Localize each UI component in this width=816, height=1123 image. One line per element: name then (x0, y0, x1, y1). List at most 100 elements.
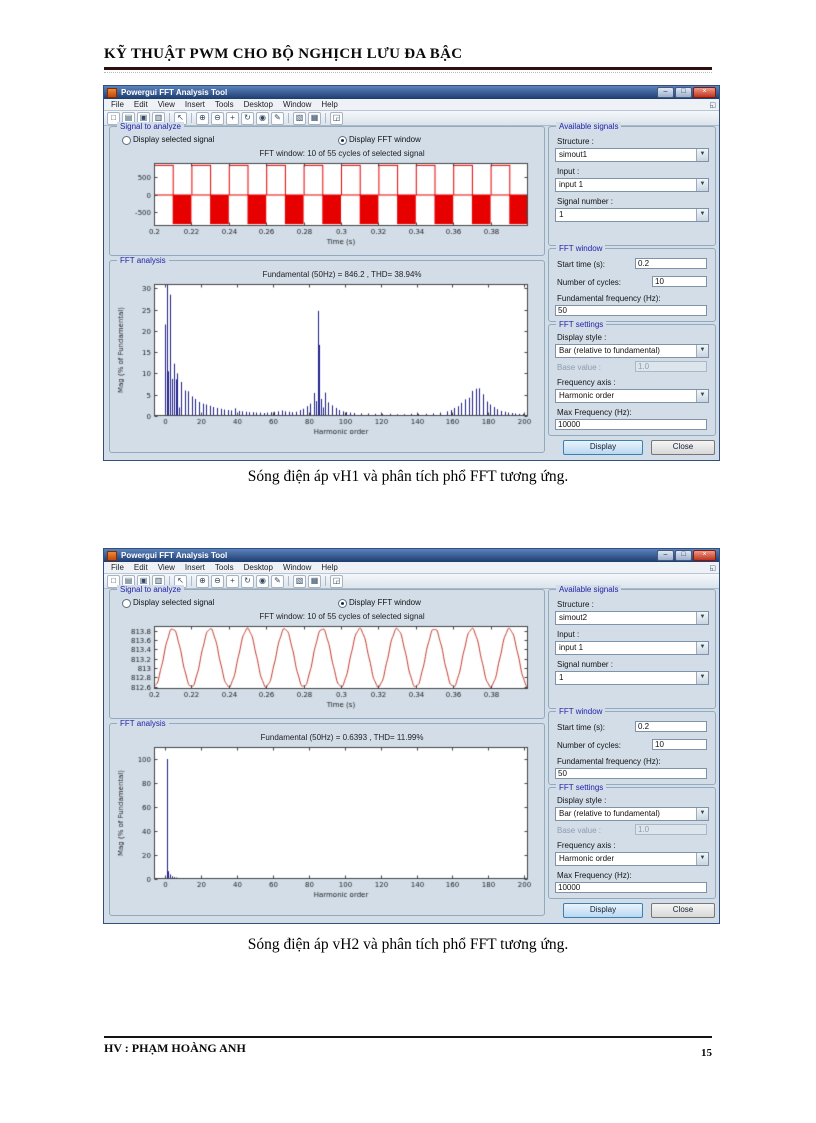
menu-tools[interactable]: Tools (214, 100, 234, 109)
page-title: KỸ THUẬT PWM CHO BỘ NGHỊCH LƯU ĐA BẬC (104, 46, 463, 62)
start-time-input[interactable] (635, 721, 707, 732)
fft-settings-panel: FFT settings Display style : Bar (relati… (548, 320, 716, 436)
dock-figure-icon[interactable]: ◱ (709, 564, 716, 572)
pan-icon[interactable]: + (226, 574, 239, 588)
toolbar-separator (169, 113, 170, 123)
brush-icon[interactable]: ✎ (271, 111, 284, 125)
figure-caption-1: Sóng điện áp vH1 và phân tích phổ FFT tư… (247, 468, 569, 485)
data-cursor-icon[interactable]: ◉ (256, 111, 269, 125)
menu-view[interactable]: View (157, 563, 175, 572)
colorbar-icon[interactable]: ▧ (293, 574, 306, 588)
panel-label: Signal to analyze (117, 122, 184, 131)
cycles-input[interactable] (652, 276, 707, 287)
radio-display-fft-window[interactable] (338, 136, 347, 145)
menu-edit[interactable]: Edit (133, 563, 148, 572)
structure-select[interactable]: simout2 ▼ (555, 611, 709, 625)
close-icon[interactable]: × (693, 550, 716, 561)
max-frequency-input[interactable] (555, 419, 707, 430)
frequency-axis-select[interactable]: Harmonic order ▼ (555, 852, 709, 866)
pan-icon[interactable]: + (226, 111, 239, 125)
window-titlebar[interactable]: Powergui FFT Analysis Tool – □ × (104, 86, 719, 99)
menu-file[interactable]: File (111, 100, 124, 109)
menu-desktop[interactable]: Desktop (243, 563, 273, 572)
radio-display-fft-window[interactable] (338, 599, 347, 608)
cycles-input[interactable] (652, 739, 707, 750)
input-select[interactable]: input 1 ▼ (555, 641, 709, 655)
frequency-axis-select[interactable]: Harmonic order ▼ (555, 389, 709, 403)
display-button[interactable]: Display (563, 903, 643, 918)
fft-settings-panel: FFT settings Display style : Bar (relati… (548, 783, 716, 899)
minimize-icon[interactable]: – (657, 550, 674, 561)
radio-row: Display selected signal Display FFT wind… (110, 135, 544, 145)
chevron-down-icon: ▼ (696, 808, 708, 820)
zoom-in-icon[interactable]: ⊕ (196, 111, 209, 125)
dock-icon[interactable]: ◲ (330, 111, 343, 125)
legend-icon[interactable]: ▦ (308, 574, 321, 588)
rotate-icon[interactable]: ↻ (241, 574, 254, 588)
menu-tools[interactable]: Tools (214, 563, 234, 572)
open-file-icon[interactable]: ▤ (122, 574, 135, 588)
panel-label: FFT window (556, 244, 606, 253)
zoom-out-icon[interactable]: ⊖ (211, 111, 224, 125)
menu-desktop[interactable]: Desktop (243, 100, 273, 109)
display-style-label: Display style : (557, 796, 607, 805)
chevron-down-icon: ▼ (696, 642, 708, 654)
display-style-select[interactable]: Bar (relative to fundamental) ▼ (555, 344, 709, 358)
menu-view[interactable]: View (157, 100, 175, 109)
zoom-out-icon[interactable]: ⊖ (211, 574, 224, 588)
menu-bar: File Edit View Insert Tools Desktop Wind… (104, 99, 719, 111)
available-signals-panel: Available signals Structure : simout1 ▼ … (548, 122, 716, 246)
menu-bar: File Edit View Insert Tools Desktop Wind… (104, 562, 719, 574)
base-value-label: Base value : (557, 363, 602, 372)
frequency-axis-label: Frequency axis : (557, 378, 616, 387)
radio-display-selected-signal[interactable] (122, 136, 131, 145)
signal-number-select[interactable]: 1 ▼ (555, 671, 709, 685)
menu-window[interactable]: Window (282, 100, 312, 109)
max-frequency-label: Max Frequency (Hz): (557, 871, 632, 880)
maximize-icon[interactable]: □ (675, 550, 692, 561)
panel-label: Signal to analyze (117, 585, 184, 594)
menu-help[interactable]: Help (321, 563, 338, 572)
window-titlebar[interactable]: Powergui FFT Analysis Tool – □ × (104, 549, 719, 562)
toolbar-separator (288, 113, 289, 123)
available-signals-panel: Available signals Structure : simout2 ▼ … (548, 585, 716, 709)
panel-label: Available signals (556, 122, 622, 131)
minimize-icon[interactable]: – (657, 87, 674, 98)
input-select[interactable]: input 1 ▼ (555, 178, 709, 192)
menu-edit[interactable]: Edit (133, 100, 148, 109)
dock-figure-icon[interactable]: ◱ (709, 101, 716, 109)
dock-icon[interactable]: ◲ (330, 574, 343, 588)
signal-plot-canvas (114, 160, 538, 252)
start-time-input[interactable] (635, 258, 707, 269)
structure-select[interactable]: simout1 ▼ (555, 148, 709, 162)
close-icon[interactable]: × (693, 87, 716, 98)
menu-insert[interactable]: Insert (184, 563, 205, 572)
zoom-in-icon[interactable]: ⊕ (196, 574, 209, 588)
colorbar-icon[interactable]: ▧ (293, 111, 306, 125)
menu-window[interactable]: Window (282, 563, 312, 572)
fundamental-frequency-input[interactable] (555, 305, 707, 316)
menu-insert[interactable]: Insert (184, 100, 205, 109)
legend-icon[interactable]: ▦ (308, 111, 321, 125)
signal-number-select[interactable]: 1 ▼ (555, 208, 709, 222)
display-button[interactable]: Display (563, 440, 643, 455)
signal-plot-title: FFT window: 10 of 55 cycles of selected … (259, 149, 425, 158)
fundamental-frequency-input[interactable] (555, 768, 707, 779)
page-number: 15 (701, 1047, 712, 1059)
close-button[interactable]: Close (651, 440, 715, 455)
max-frequency-input[interactable] (555, 882, 707, 893)
rotate-icon[interactable]: ↻ (241, 111, 254, 125)
menu-file[interactable]: File (111, 563, 124, 572)
maximize-icon[interactable]: □ (675, 87, 692, 98)
display-style-select[interactable]: Bar (relative to fundamental) ▼ (555, 807, 709, 821)
menu-help[interactable]: Help (321, 100, 338, 109)
data-cursor-icon[interactable]: ◉ (256, 574, 269, 588)
close-button[interactable]: Close (651, 903, 715, 918)
brush-icon[interactable]: ✎ (271, 574, 284, 588)
new-file-icon[interactable]: □ (107, 111, 120, 125)
signal-to-analyze-panel: Signal to analyze Display selected signa… (109, 122, 545, 256)
new-file-icon[interactable]: □ (107, 574, 120, 588)
radio-display-selected-signal[interactable] (122, 599, 131, 608)
chevron-down-icon: ▼ (696, 672, 708, 684)
